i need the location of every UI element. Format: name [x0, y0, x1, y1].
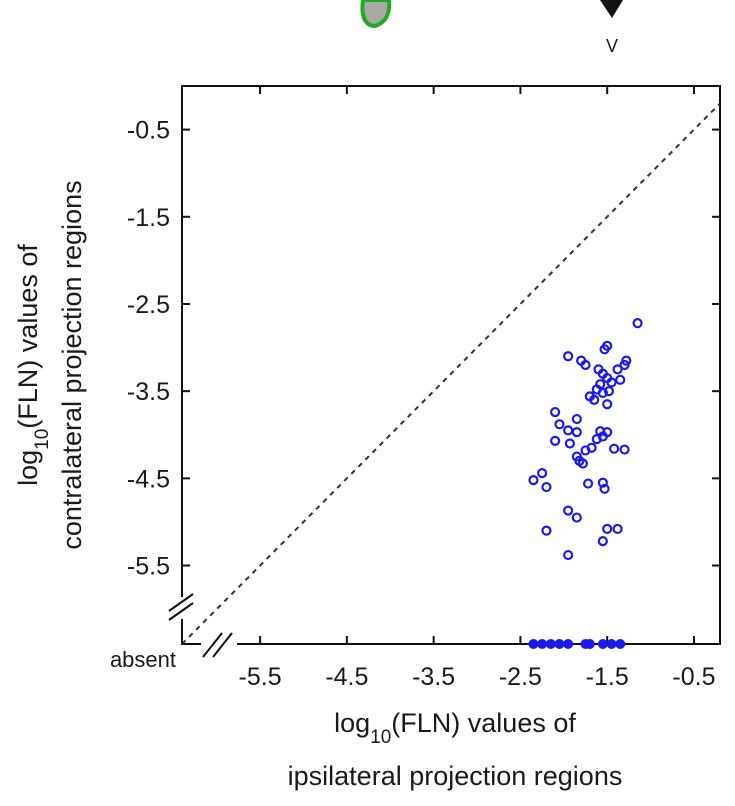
absent-data-point — [545, 639, 556, 649]
data-point — [597, 387, 608, 398]
data-point — [619, 444, 630, 455]
data-point — [528, 474, 539, 486]
data-point — [632, 318, 643, 329]
absent-data-point — [597, 639, 608, 649]
svg-text:contralateral projection regio: contralateral projection regions — [57, 180, 87, 549]
data-point — [541, 525, 552, 536]
y-tick-label: -1.5 — [127, 204, 170, 232]
plot-frame — [181, 85, 721, 645]
y-tick-label: -4.5 — [127, 465, 170, 493]
data-point — [583, 478, 594, 489]
y-tick-label: -5.5 — [127, 553, 170, 581]
svg-text:log10(FLN) values of: log10(FLN) values of — [334, 708, 576, 748]
data-point — [571, 413, 582, 425]
data-point — [619, 359, 630, 371]
data-point — [571, 512, 582, 523]
data-point — [599, 344, 610, 355]
y-tick-label: -3.5 — [127, 378, 170, 406]
absent-data-point — [528, 639, 539, 649]
y-axis-ticks: -0.5 -1.5 -2.5 -3.5 -4.5 -5.5 — [127, 117, 720, 581]
top-markers: V — [360, 0, 623, 56]
data-point — [597, 477, 608, 488]
data-point — [541, 481, 552, 493]
data-point — [550, 435, 561, 446]
absent-data-point — [615, 639, 626, 649]
absent-data-point — [554, 639, 565, 649]
y-tick-label: -2.5 — [127, 291, 170, 319]
data-point — [606, 377, 617, 388]
data-point — [550, 406, 561, 418]
black-triangle-icon — [600, 0, 623, 18]
x-axis-label: log10(FLN) values of ipsilateral project… — [288, 708, 623, 791]
data-point — [612, 364, 623, 375]
data-point — [612, 523, 623, 535]
data-point — [599, 483, 610, 494]
data-point — [591, 434, 602, 445]
data-point — [563, 549, 574, 561]
data-point — [586, 442, 597, 453]
identity-line — [181, 102, 721, 645]
data-point — [563, 425, 574, 436]
data-point — [537, 468, 548, 479]
data-point — [554, 419, 565, 430]
absent-data-point — [584, 639, 595, 649]
marker-label: V — [606, 36, 618, 56]
data-point — [602, 523, 613, 535]
data-point — [597, 536, 608, 547]
svg-text:ipsilateral projection regions: ipsilateral projection regions — [288, 761, 623, 791]
data-point — [609, 443, 620, 454]
data-point — [603, 386, 615, 397]
x-tick-label: -3.5 — [412, 663, 455, 691]
data-point — [580, 359, 591, 371]
x-tick-label: -0.5 — [672, 663, 715, 691]
x-tick-label: -1.5 — [586, 663, 629, 691]
data-point — [571, 427, 582, 438]
y-axis-label: log10(FLN) values of contralateral proje… — [13, 180, 87, 549]
absent-data-point — [563, 639, 574, 649]
data-points — [528, 318, 643, 649]
x-tick-label: -4.5 — [325, 663, 368, 691]
axis-break-marks — [168, 593, 237, 658]
y-tick-label: -0.5 — [127, 117, 170, 145]
data-point — [564, 438, 575, 449]
data-point — [563, 351, 574, 362]
absent-data-point — [606, 639, 617, 649]
data-point — [589, 394, 600, 405]
absent-data-point — [537, 639, 548, 649]
svg-text:log10(FLN) values of: log10(FLN) values of — [13, 244, 53, 486]
data-point — [563, 505, 574, 516]
absent-label: absent — [110, 647, 176, 672]
x-tick-label: -2.5 — [499, 663, 542, 691]
data-point — [577, 458, 588, 469]
x-axis-ticks: -5.5 -4.5 -3.5 -2.5 -1.5 -0.5 — [239, 86, 716, 691]
data-point — [602, 399, 613, 410]
x-tick-label: -5.5 — [239, 663, 282, 691]
green-blob-icon — [360, 0, 392, 29]
data-point — [615, 374, 626, 385]
